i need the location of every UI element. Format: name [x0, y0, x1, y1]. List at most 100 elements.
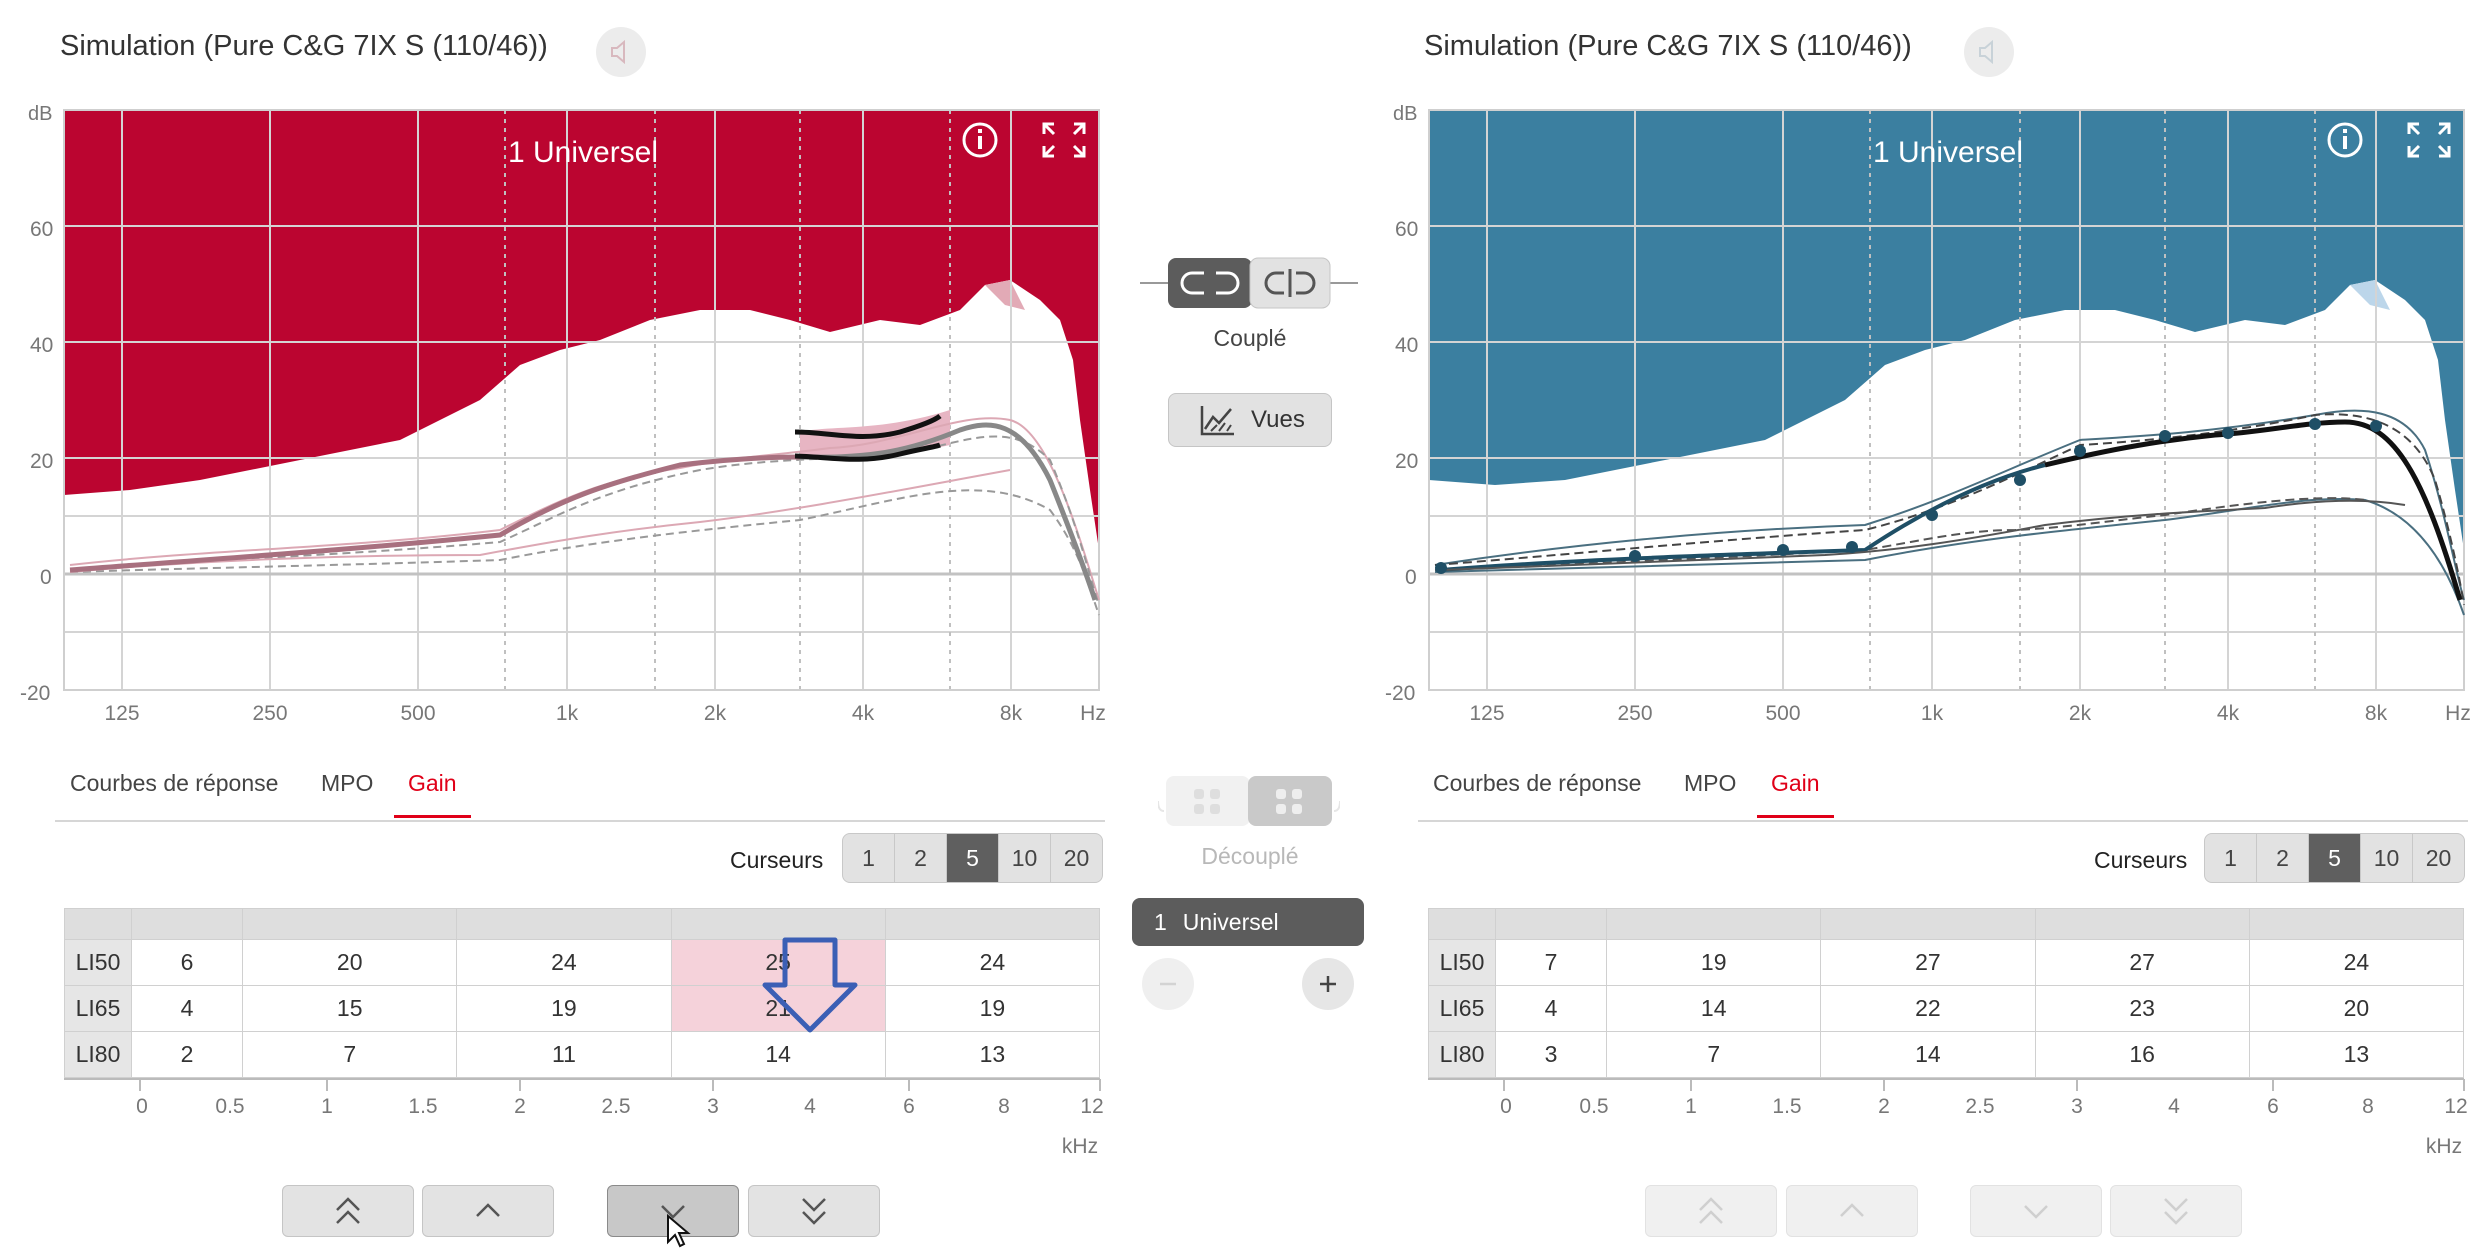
- cursor-option[interactable]: 20: [2425, 844, 2452, 871]
- expand-icon[interactable]: [1042, 122, 1086, 158]
- cursor-option[interactable]: 10: [2361, 834, 2413, 882]
- arrow-down-icon: [762, 937, 858, 1033]
- left-gain-table: LI50 6 20 24 25 24 LI65 4 15 19 21 19 LI…: [64, 908, 1101, 1078]
- expand-icon[interactable]: [2407, 122, 2451, 158]
- gain-cell[interactable]: 2: [130, 1031, 244, 1078]
- gain-cell[interactable]: 14: [1606, 985, 1822, 1032]
- gain-cell[interactable]: 22: [1820, 985, 2036, 1032]
- table-row: LI65 4 14 22 23 20: [1428, 985, 2465, 1032]
- cursors-label: Curseurs: [2094, 847, 2188, 873]
- coupled-label: Couplé: [1213, 325, 1287, 351]
- gain-cell[interactable]: 27: [2034, 939, 2250, 986]
- gain-cell[interactable]: 13: [2248, 1031, 2465, 1078]
- info-icon[interactable]: [2327, 122, 2363, 158]
- cursors-label: Curseurs: [730, 847, 824, 873]
- y-tick-label: 60: [1395, 218, 1418, 241]
- right-program-label: 1 Universel: [1873, 136, 2023, 169]
- decoupled-toggle[interactable]: [1158, 773, 1340, 831]
- left-cursor-selector: 1 2 5 10 20: [842, 833, 1103, 883]
- x-tick-label: 250: [1617, 702, 1652, 725]
- program-item[interactable]: 1 Universel: [1132, 898, 1364, 946]
- gain-cell[interactable]: 24: [456, 939, 672, 986]
- right-double-down-button[interactable]: [2110, 1185, 2242, 1237]
- cursor-option[interactable]: 20: [1063, 844, 1090, 871]
- x-tick-label: 2k: [2069, 702, 2092, 725]
- cursor-option-selected[interactable]: 5: [947, 834, 999, 882]
- left-speaker-button[interactable]: [596, 27, 646, 77]
- right-up-button[interactable]: [1786, 1185, 1918, 1237]
- gain-cell[interactable]: 7: [1494, 939, 1608, 986]
- link-icon[interactable]: [1180, 271, 1240, 295]
- x-tick-label: 500: [1765, 702, 1800, 725]
- gain-cell[interactable]: 27: [1820, 939, 2036, 986]
- views-button[interactable]: Vues: [1168, 393, 1332, 447]
- right-cursor-selector: 1 2 5 10 20: [2204, 833, 2465, 883]
- cursor-option[interactable]: 1: [2205, 834, 2257, 882]
- right-chart: dB 60 40 20 0 -20 1: [1385, 103, 2471, 725]
- add-program-button[interactable]: [1302, 958, 1354, 1010]
- cursor-option[interactable]: 2: [2257, 834, 2309, 882]
- tab-response-curves[interactable]: Courbes de réponse: [1433, 770, 1642, 796]
- program-name: Universel: [1182, 908, 1279, 935]
- gain-cell[interactable]: 24: [884, 939, 1101, 986]
- cursor-option-selected[interactable]: 5: [2309, 834, 2361, 882]
- gain-cell[interactable]: 19: [456, 985, 672, 1032]
- gain-cell[interactable]: 19: [884, 985, 1101, 1032]
- tab-gain[interactable]: Gain: [1757, 770, 1834, 818]
- gain-cell[interactable]: 16: [2034, 1031, 2250, 1078]
- right-speaker-button[interactable]: [1964, 27, 2014, 77]
- gain-cell[interactable]: 19: [1606, 939, 1822, 986]
- cursor-option[interactable]: 2: [895, 834, 947, 882]
- khz-tick: 12: [2444, 1095, 2467, 1118]
- y-tick-label: 40: [30, 334, 53, 357]
- views-icon: [1200, 406, 1234, 436]
- tab-gain[interactable]: Gain: [394, 770, 471, 818]
- right-down-button[interactable]: [1970, 1185, 2102, 1237]
- gain-cell[interactable]: 24: [2248, 939, 2465, 986]
- coupling-toggle: [1140, 257, 1358, 309]
- khz-tick: 4: [804, 1095, 816, 1118]
- gain-cell[interactable]: 11: [456, 1031, 672, 1078]
- right-tabs: Courbes de réponse MPO Gain: [1418, 770, 2468, 822]
- khz-tick: 6: [2267, 1095, 2279, 1118]
- x-unit-label: Hz: [2445, 702, 2471, 725]
- chevron-down-icon: [661, 1205, 685, 1219]
- double-chevron-up-icon: [1699, 1197, 1723, 1224]
- left-double-up-button[interactable]: [282, 1185, 414, 1237]
- row-label: LI65: [1428, 985, 1496, 1032]
- gain-cell[interactable]: 20: [242, 939, 458, 986]
- row-label: LI50: [64, 939, 132, 986]
- cursor-option[interactable]: 1: [843, 834, 895, 882]
- cursor-option[interactable]: 10: [999, 834, 1051, 882]
- speaker-icon: [1979, 39, 1993, 65]
- gain-cell[interactable]: 7: [242, 1031, 458, 1078]
- left-up-button[interactable]: [422, 1185, 554, 1237]
- y-tick-label: 20: [30, 450, 53, 473]
- remove-program-button[interactable]: [1142, 958, 1194, 1010]
- double-chevron-up-icon: [336, 1197, 360, 1224]
- gain-cell[interactable]: 14: [670, 1031, 886, 1078]
- info-icon[interactable]: [962, 122, 998, 158]
- x-tick-label: 500: [400, 702, 435, 725]
- unlink-icon[interactable]: [1264, 269, 1316, 297]
- gain-cell[interactable]: 7: [1606, 1031, 1822, 1078]
- gain-cell[interactable]: 14: [1820, 1031, 2036, 1078]
- right-double-up-button[interactable]: [1645, 1185, 1777, 1237]
- gain-cell[interactable]: 3: [1494, 1031, 1608, 1078]
- speaker-icon: [611, 39, 625, 65]
- gain-cell[interactable]: 15: [242, 985, 458, 1032]
- gain-cell[interactable]: 20: [2248, 985, 2465, 1032]
- gain-cell[interactable]: 4: [130, 985, 244, 1032]
- gain-cell[interactable]: 13: [884, 1031, 1101, 1078]
- gain-cell[interactable]: 6: [130, 939, 244, 986]
- gain-cell[interactable]: 23: [2034, 985, 2250, 1032]
- table-row: LI50 6 20 24 25 24: [64, 939, 1101, 986]
- tab-response-curves[interactable]: Courbes de réponse: [70, 770, 279, 796]
- minus-icon: [1160, 982, 1176, 986]
- gain-cell[interactable]: 4: [1494, 985, 1608, 1032]
- tab-mpo[interactable]: MPO: [1684, 770, 1737, 796]
- left-double-down-button[interactable]: [748, 1185, 880, 1237]
- left-chart: dB 60 40 20 0 -20: [20, 103, 1106, 725]
- double-chevron-down-icon: [802, 1198, 826, 1225]
- tab-mpo[interactable]: MPO: [321, 770, 374, 796]
